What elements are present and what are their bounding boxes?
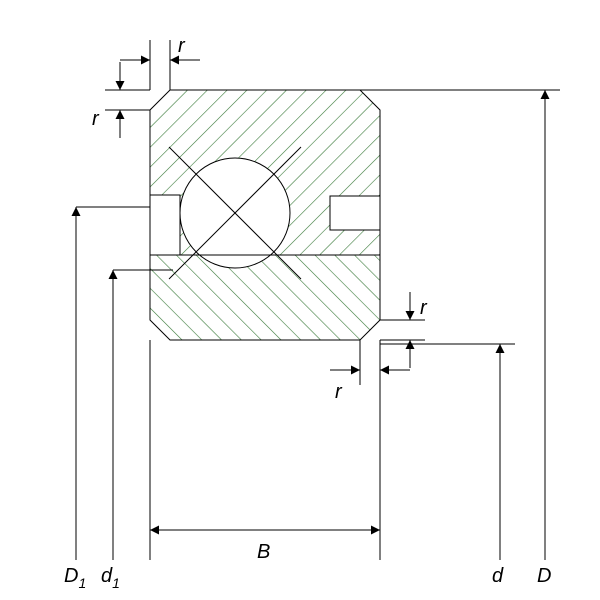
label-r-top-h: r [178, 35, 186, 57]
label-r-bot-v: r [420, 297, 428, 319]
label-d1: d1 [101, 565, 120, 591]
label-D: D [537, 565, 551, 587]
label-B: B [257, 541, 270, 563]
label-D1: D1 [64, 565, 86, 591]
label-r-bot-h: r [335, 381, 343, 403]
label-r-top-v: r [92, 108, 100, 130]
label-d: d [492, 565, 504, 587]
